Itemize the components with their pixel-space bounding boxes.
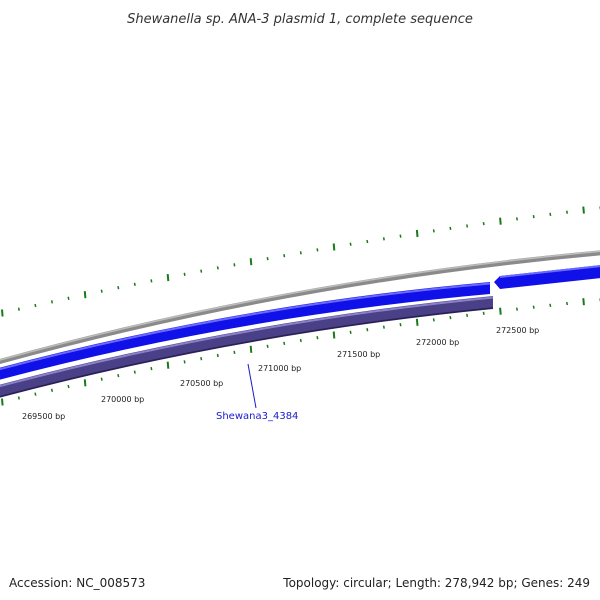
outer-ring-minor-tick — [482, 221, 485, 226]
inner-ring-minor-tick — [466, 313, 469, 318]
inner-ring-minor-tick — [283, 341, 286, 346]
outer-tick-ring — [1, 206, 600, 317]
inner-ring-minor-tick — [117, 373, 120, 378]
outer-ring-minor-tick — [117, 286, 120, 290]
inner-ring-minor-tick — [200, 357, 203, 361]
inner-ring-minor-tick — [565, 301, 569, 306]
outer-ring-major-tick — [249, 258, 253, 266]
gene-reverse-highlight — [0, 296, 494, 388]
outer-ring-major-tick — [1, 309, 4, 317]
outer-ring-minor-tick — [34, 303, 37, 308]
inner-ring-major-tick — [166, 361, 170, 369]
gene-reverse-shadow — [0, 307, 494, 398]
inner-ring-major-tick — [415, 318, 419, 326]
outer-ring-minor-tick — [283, 254, 286, 258]
inner-ring-minor-tick — [233, 350, 236, 355]
outer-ring-major-tick — [499, 217, 502, 225]
backbone-highlight — [0, 250, 600, 361]
outer-ring-major-tick — [83, 291, 87, 299]
outer-ring-minor-tick — [100, 289, 103, 293]
position-label-269500: 269500 bp — [22, 412, 65, 421]
position-label-272000: 272000 bp — [416, 338, 459, 347]
inner-ring-major-tick — [582, 298, 585, 306]
gene-forward-right[interactable] — [494, 264, 600, 289]
inner-ring-minor-tick — [133, 370, 136, 374]
gene-forward-main[interactable] — [0, 282, 490, 385]
outer-ring-minor-tick — [316, 248, 319, 252]
accession-text: Accession: NC_008573 — [9, 576, 146, 590]
outer-ring-minor-tick — [549, 212, 552, 217]
inner-ring-minor-tick — [216, 353, 219, 358]
position-label-272500: 272500 bp — [496, 326, 539, 335]
inner-tick-ring — [1, 298, 600, 406]
outer-ring-minor-tick — [200, 269, 203, 273]
gene-forward-main-highlight — [0, 282, 491, 371]
outer-ring-major-tick — [582, 206, 585, 214]
outer-ring-minor-tick — [266, 257, 269, 261]
inner-ring-minor-tick — [432, 318, 435, 322]
position-label-270000: 270000 bp — [101, 395, 144, 404]
gene-label-shewana3-4384[interactable]: Shewana3_4384 — [216, 411, 298, 422]
inner-ring-minor-tick — [515, 307, 519, 311]
inner-ring-minor-tick — [34, 392, 37, 396]
outer-ring-minor-tick — [532, 214, 535, 219]
inner-ring-minor-tick — [449, 315, 452, 320]
map-title: Shewanella sp. ANA-3 plasmid 1, complete… — [127, 12, 473, 27]
outer-ring-minor-tick — [449, 226, 452, 231]
outer-ring-minor-tick — [366, 239, 369, 244]
inner-ring-major-tick — [499, 307, 502, 315]
outer-ring-major-tick — [166, 274, 170, 282]
outer-ring-minor-tick — [183, 272, 186, 276]
outer-ring-major-tick — [415, 229, 419, 238]
inner-ring-major-tick — [332, 331, 336, 339]
inner-ring-minor-tick — [366, 328, 369, 332]
outer-ring-minor-tick — [133, 282, 136, 286]
inner-ring-minor-tick — [382, 325, 385, 329]
inner-ring-minor-tick — [17, 396, 20, 400]
outer-ring-minor-tick — [299, 251, 302, 255]
gene-label-leader — [247, 363, 257, 409]
position-label-270500: 270500 bp — [180, 379, 223, 388]
inner-ring-minor-tick — [67, 384, 70, 389]
inner-ring-minor-tick — [299, 338, 302, 343]
outer-ring-minor-tick — [466, 224, 469, 228]
inner-ring-minor-tick — [482, 311, 485, 315]
inner-ring-major-tick — [83, 379, 87, 387]
inner-ring-minor-tick — [100, 377, 103, 381]
genome-summary-text: Topology: circular; Length: 278,942 bp; … — [283, 576, 590, 590]
outer-ring-minor-tick — [216, 266, 219, 270]
outer-ring-minor-tick — [17, 307, 20, 311]
gene-reverse-shewana3-4384[interactable] — [0, 296, 493, 403]
inner-ring-minor-tick — [399, 323, 402, 327]
position-label-271000: 271000 bp — [258, 364, 301, 373]
inner-ring-minor-tick — [266, 344, 269, 348]
position-label-271500: 271500 bp — [337, 350, 380, 359]
outer-ring-major-tick — [332, 243, 336, 251]
outer-ring-minor-tick — [382, 237, 385, 241]
outer-ring-minor-tick — [565, 210, 569, 214]
inner-ring-major-tick — [249, 345, 253, 353]
inner-ring-minor-tick — [316, 336, 319, 340]
outer-ring-minor-tick — [150, 279, 153, 283]
inner-ring-minor-tick — [532, 305, 535, 309]
inner-ring-minor-tick — [50, 388, 54, 392]
outer-ring-minor-tick — [432, 229, 435, 233]
outer-ring-minor-tick — [233, 263, 236, 267]
inner-ring-minor-tick — [549, 303, 552, 307]
gene-forward-right-highlight — [499, 265, 600, 278]
outer-ring-minor-tick — [67, 296, 70, 300]
inner-ring-minor-tick — [183, 360, 186, 364]
inner-ring-minor-tick — [150, 366, 153, 371]
outer-ring-minor-tick — [399, 234, 402, 238]
outer-ring-minor-tick — [349, 242, 352, 246]
inner-ring-major-tick — [1, 398, 4, 406]
outer-ring-minor-tick — [50, 300, 54, 304]
inner-ring-minor-tick — [349, 330, 352, 334]
outer-ring-minor-tick — [515, 217, 519, 221]
sequence-backbone — [0, 250, 600, 365]
